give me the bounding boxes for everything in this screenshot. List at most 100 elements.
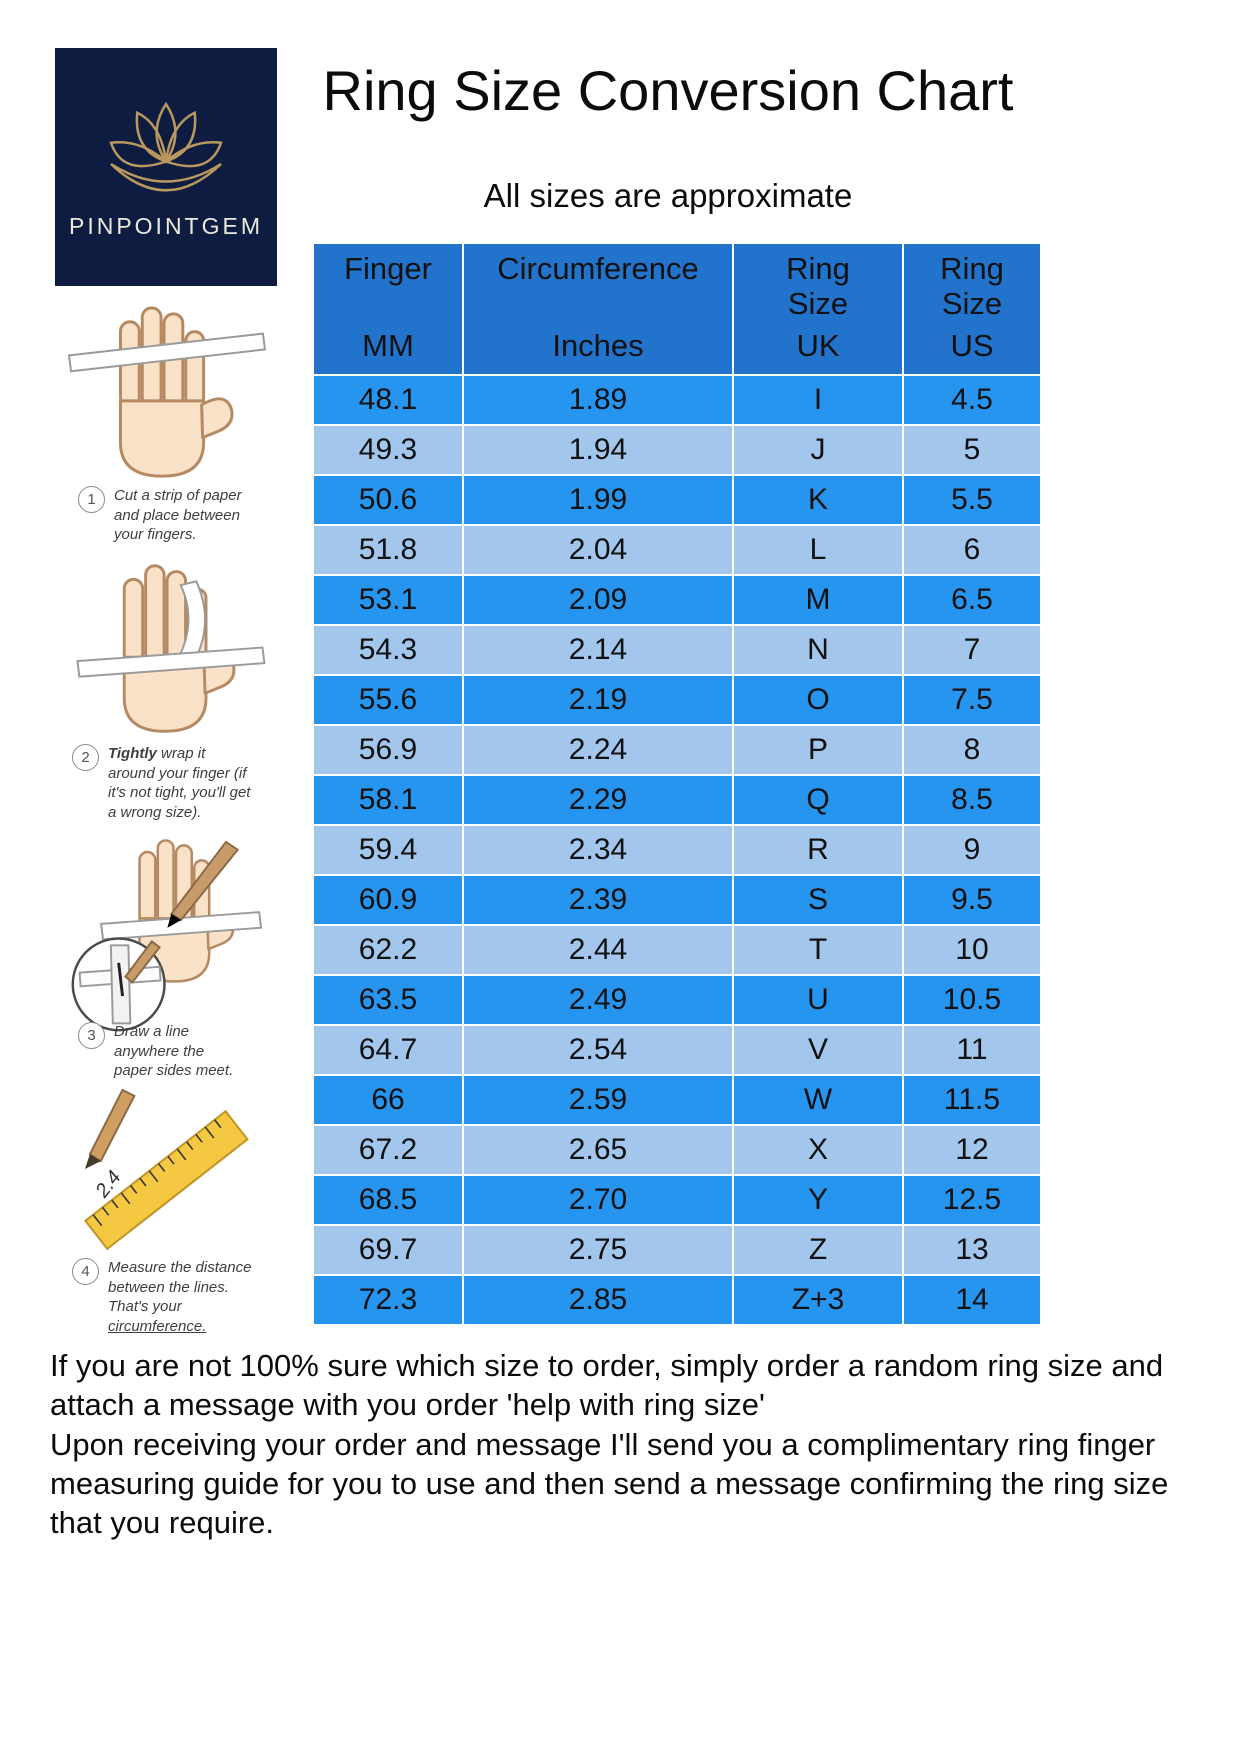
table-row: 51.8 2.04 L 6 [312,524,1042,576]
cell-finger-mm: 62.2 [312,924,464,976]
cell-ring-size-us: 14 [902,1274,1042,1326]
cell-circumference-inches: 2.75 [462,1224,734,1276]
cell-ring-size-us: 10.5 [902,974,1042,1026]
table-row: 69.7 2.75 Z 13 [312,1224,1042,1276]
step-1-text: Cut a strip of paper and place between y… [114,487,242,543]
table-row: 68.5 2.70 Y 12.5 [312,1174,1042,1226]
cell-circumference-inches: 1.99 [462,474,734,526]
cell-ring-size-uk: I [732,374,904,426]
step-3: 3 Draw a line anywhere the paper sides m… [78,1022,246,1081]
table-header-row: Finger MM Circumference Inches Ring Size UK… [312,242,1042,376]
cell-ring-size-uk: J [732,424,904,476]
cell-ring-size-uk: T [732,924,904,976]
table-row: 59.4 2.34 R 9 [312,824,1042,876]
cell-circumference-inches: 1.89 [462,374,734,426]
hand-strip-step1-illustration [67,306,266,478]
step-4-number: 4 [72,1258,99,1285]
cell-ring-size-uk: Q [732,774,904,826]
cell-ring-size-us: 12.5 [902,1174,1042,1226]
step-3-number: 3 [78,1022,105,1049]
cell-ring-size-uk: Y [732,1174,904,1226]
cell-ring-size-uk: M [732,574,904,626]
table-header: Finger MM Circumference Inches Ring Size UK… [312,242,1042,376]
cell-ring-size-uk: X [732,1124,904,1176]
cell-finger-mm: 50.6 [312,474,464,526]
step-1-number: 1 [78,486,105,513]
cell-ring-size-us: 9.5 [902,874,1042,926]
page-subtitle: All sizes are approximate [483,177,853,214]
col-header-ring-size-uk: Ring Size UK [732,242,904,376]
table-row: 54.3 2.14 N 7 [312,624,1042,676]
table-row: 62.2 2.44 T 10 [312,924,1042,976]
ring-size-table: Finger MM Circumference Inches Ring Size UK… [312,242,1042,1326]
cell-ring-size-us: 7.5 [902,674,1042,726]
cell-ring-size-us: 8 [902,724,1042,776]
step-4: 4 Measure the distance between the lines… [72,1258,262,1336]
table-row: 64.7 2.54 V 11 [312,1024,1042,1076]
table-row: 48.1 1.89 I 4.5 [312,374,1042,426]
cell-ring-size-uk: N [732,624,904,676]
cell-circumference-inches: 1.94 [462,424,734,476]
step-2-number: 2 [72,744,99,771]
cell-ring-size-us: 5 [902,424,1042,476]
cell-ring-size-uk: S [732,874,904,926]
cell-finger-mm: 69.7 [312,1224,464,1276]
cell-circumference-inches: 2.65 [462,1124,734,1176]
footer-line-2: Upon receiving your order and message I'… [50,1426,1169,1541]
brand-name: PINPOINTGEM [68,213,263,239]
cell-circumference-inches: 2.14 [462,624,734,676]
cell-circumference-inches: 2.24 [462,724,734,776]
cell-ring-size-us: 6 [902,524,1042,576]
table-row: 67.2 2.65 X 12 [312,1124,1042,1176]
cell-finger-mm: 67.2 [312,1124,464,1176]
cell-circumference-inches: 2.85 [462,1274,734,1326]
cell-finger-mm: 66 [312,1074,464,1126]
cell-finger-mm: 56.9 [312,724,464,776]
table-row: 50.6 1.99 K 5.5 [312,474,1042,526]
table-row: 55.6 2.19 O 7.5 [312,674,1042,726]
cell-ring-size-uk: U [732,974,904,1026]
cell-ring-size-us: 5.5 [902,474,1042,526]
footer-line-1: If you are not 100% sure which size to o… [50,1348,1164,1423]
cell-ring-size-uk: V [732,1024,904,1076]
hand-mark-step3-illustration [71,839,263,1032]
cell-finger-mm: 53.1 [312,574,464,626]
step-1: 1 Cut a strip of paper and place between… [78,486,246,545]
cell-circumference-inches: 2.34 [462,824,734,876]
cell-circumference-inches: 2.54 [462,1024,734,1076]
table-row: 66 2.59 W 11.5 [312,1074,1042,1126]
col-header-circumference-inches: Circumference Inches [462,242,734,376]
cell-circumference-inches: 2.09 [462,574,734,626]
cell-ring-size-uk: Z [732,1224,904,1276]
hand-wrap-step2-illustration [76,564,266,733]
cell-ring-size-us: 7 [902,624,1042,676]
page-title: Ring Size Conversion Chart [322,59,1014,122]
cell-finger-mm: 59.4 [312,824,464,876]
table-body: 48.1 1.89 I 4.5 49.3 1.94 J 5 50.6 1.99 … [312,374,1042,1326]
col-header-ring-size-us: Ring Size US [902,242,1042,376]
cell-finger-mm: 63.5 [312,974,464,1026]
step-4-text: Measure the distance between the lines. … [108,1259,252,1335]
step-2-text: Tightly wrap it around your finger (if i… [108,745,251,821]
step-3-text: Draw a line anywhere the paper sides mee… [114,1023,234,1079]
cell-circumference-inches: 2.70 [462,1174,734,1226]
cell-ring-size-uk: W [732,1074,904,1126]
cell-finger-mm: 49.3 [312,424,464,476]
cell-finger-mm: 58.1 [312,774,464,826]
cell-finger-mm: 48.1 [312,374,464,426]
cell-circumference-inches: 2.44 [462,924,734,976]
cell-circumference-inches: 2.29 [462,774,734,826]
cell-ring-size-uk: L [732,524,904,576]
step-2: 2 Tightly wrap it around your finger (if… [72,744,252,822]
table-row: 49.3 1.94 J 5 [312,424,1042,476]
brand-logo: PINPOINTGEM [55,48,277,286]
cell-finger-mm: 64.7 [312,1024,464,1076]
footer-note: If you are not 100% sure which size to o… [50,1346,1202,1543]
ruler-step4-illustration: 2.4 [84,1088,249,1251]
cell-finger-mm: 55.6 [312,674,464,726]
cell-ring-size-uk: K [732,474,904,526]
cell-ring-size-us: 11.5 [902,1074,1042,1126]
table-row: 63.5 2.49 U 10.5 [312,974,1042,1026]
cell-finger-mm: 68.5 [312,1174,464,1226]
cell-finger-mm: 54.3 [312,624,464,676]
